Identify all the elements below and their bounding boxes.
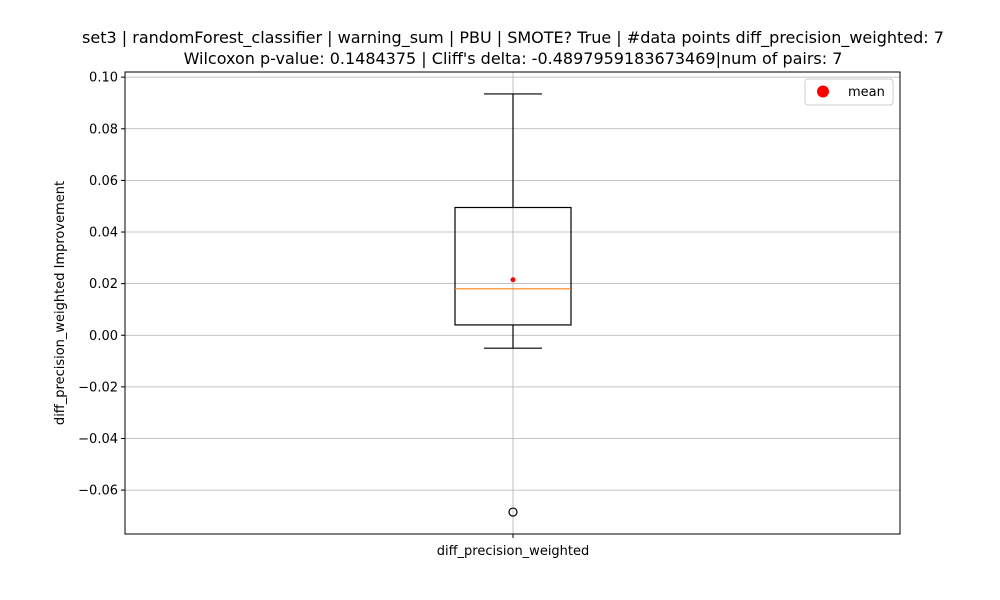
outlier-point [508, 507, 518, 517]
box-plot [454, 93, 572, 517]
legend-mean-marker [817, 85, 829, 98]
legend-mean-label: mean [848, 85, 885, 100]
iqr-box [454, 206, 572, 326]
y-tick-label: 0.06 [89, 174, 118, 189]
y-tick-label: −0.04 [78, 432, 118, 447]
y-tick-label: 0.08 [89, 122, 118, 137]
plot-frame [124, 71, 901, 535]
mean-marker [510, 277, 516, 283]
chart-title-line-1: set3 | randomForest_classifier | warning… [82, 28, 944, 48]
y-tick-label: 0.04 [89, 226, 118, 241]
legend-frame [804, 78, 894, 106]
y-tick-label: 0.10 [89, 71, 118, 86]
y-axis-ticks: −0.06 −0.04 −0.02 0.00 0.02 0.04 0.06 0.08 0.10 [78, 71, 125, 499]
y-tick-label: −0.06 [78, 484, 118, 499]
grid-lines [125, 72, 900, 534]
y-axis-label: diff_precision_weighted Improvement [53, 181, 68, 425]
y-tick-label: 0.00 [89, 329, 118, 344]
y-tick-label: −0.02 [78, 380, 118, 395]
legend: mean [804, 78, 894, 106]
chart-title-line-2: Wilcoxon p-value: 0.1484375 | Cliff's de… [184, 49, 843, 68]
x-axis-ticks: diff_precision_weighted [437, 534, 590, 559]
x-tick-label: diff_precision_weighted [437, 544, 590, 559]
y-tick-label: 0.02 [89, 277, 118, 292]
